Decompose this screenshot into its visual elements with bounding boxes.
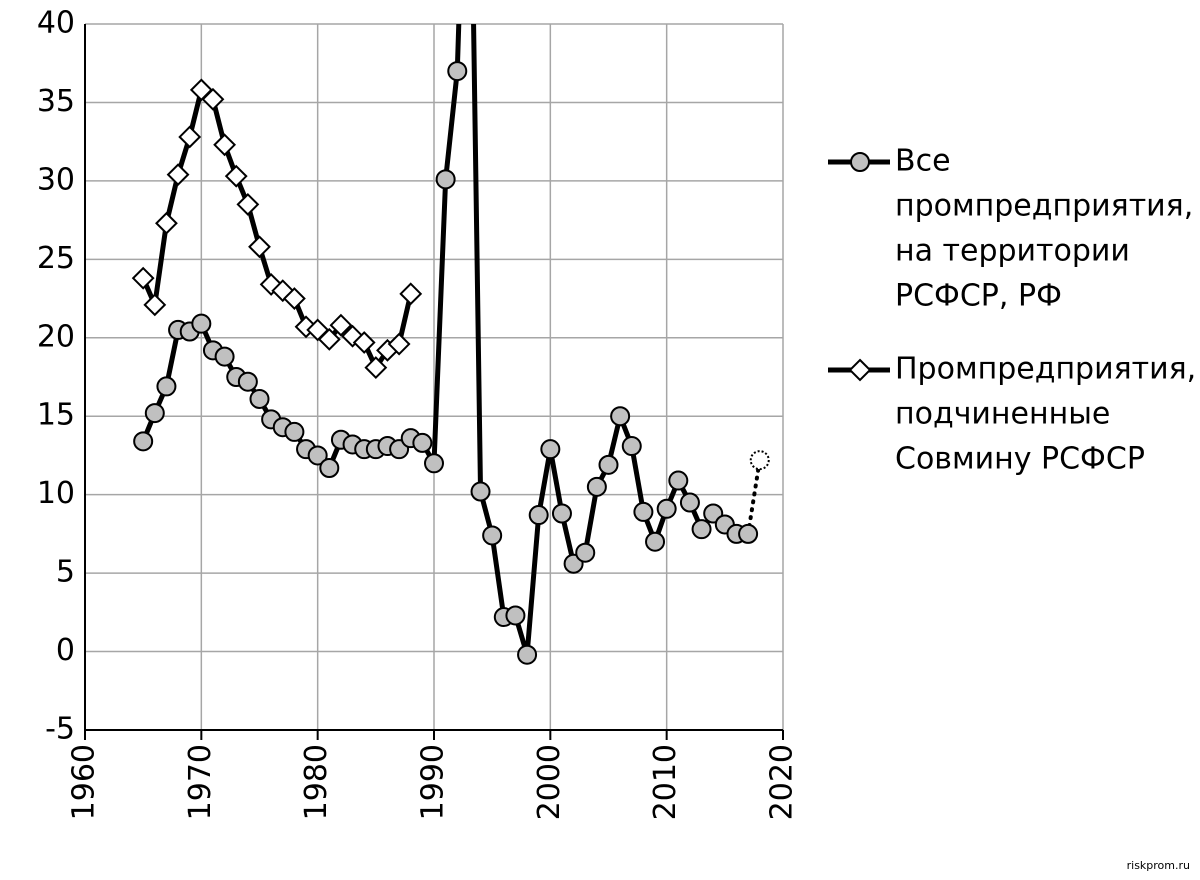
x-tick-label: 2020 <box>765 744 800 820</box>
point <box>610 406 631 427</box>
x-tick-label: 2000 <box>532 744 567 820</box>
point <box>284 421 305 442</box>
plot-area <box>131 24 770 665</box>
legend-label: подчиненные <box>895 397 1110 432</box>
point <box>133 431 154 452</box>
x-tick-label: 1990 <box>416 744 451 820</box>
point <box>306 318 330 342</box>
point <box>470 481 491 502</box>
legend-label: на территории <box>895 234 1130 269</box>
y-tick-label: 15 <box>37 398 75 433</box>
legend-marker <box>850 152 870 172</box>
y-tick-label: 5 <box>56 555 75 590</box>
point <box>551 503 572 524</box>
point <box>237 371 258 392</box>
point <box>621 436 642 457</box>
point <box>131 266 155 290</box>
y-tick-label: 10 <box>37 476 75 511</box>
point <box>156 376 177 397</box>
point <box>517 644 538 665</box>
point <box>645 531 666 552</box>
x-tick-label: 1980 <box>299 744 334 820</box>
point <box>341 324 364 348</box>
point <box>166 163 190 187</box>
y-tick-label: 25 <box>37 241 75 276</box>
point <box>738 523 759 544</box>
point <box>447 61 468 82</box>
y-tick-label: 35 <box>37 84 75 119</box>
legend-label: промпредприятия, <box>895 189 1193 224</box>
point <box>540 439 561 460</box>
point <box>155 211 178 235</box>
point <box>319 457 340 478</box>
point <box>528 505 549 526</box>
point <box>412 432 433 453</box>
y-tick-label: -5 <box>45 712 75 747</box>
point <box>178 125 202 149</box>
point <box>633 501 654 522</box>
projection-line <box>746 458 762 536</box>
point <box>201 87 225 111</box>
point <box>399 282 423 306</box>
point <box>259 273 283 296</box>
point <box>294 315 318 339</box>
point <box>482 525 503 546</box>
point <box>307 445 328 466</box>
point <box>224 164 248 188</box>
y-tick-label: 30 <box>37 162 75 197</box>
point <box>213 133 237 157</box>
point <box>749 450 770 471</box>
point <box>668 470 689 491</box>
point <box>598 454 619 475</box>
point <box>248 235 271 259</box>
point <box>329 313 353 337</box>
point <box>352 331 376 354</box>
point <box>249 388 270 409</box>
legend-label: Все <box>895 144 951 179</box>
point <box>656 498 677 519</box>
legend-label: Промпредприятия, <box>895 352 1196 387</box>
point <box>435 169 456 190</box>
point <box>424 453 444 474</box>
y-tick-label: 20 <box>37 319 75 354</box>
legend-marker <box>848 358 872 382</box>
point <box>586 476 607 497</box>
series-line <box>140 24 749 658</box>
point <box>144 403 165 424</box>
point <box>191 313 212 334</box>
x-tick-label: 1970 <box>183 744 218 820</box>
y-tick-label: 40 <box>37 6 75 41</box>
watermark: riskprom.ru <box>1127 859 1190 872</box>
x-tick-label: 1960 <box>67 744 102 820</box>
point <box>271 279 295 303</box>
point <box>679 492 700 513</box>
point <box>214 346 235 367</box>
x-tick-label: 2010 <box>648 744 683 820</box>
point <box>691 519 712 540</box>
y-tick-label: 0 <box>56 633 75 668</box>
legend-label: Совмину РСФСР <box>895 442 1145 477</box>
point <box>364 356 388 380</box>
point <box>282 287 306 310</box>
point <box>317 327 341 351</box>
point <box>143 293 167 317</box>
legend-label: РСФСР, РФ <box>895 279 1062 314</box>
point <box>575 542 596 563</box>
point <box>236 193 260 216</box>
point <box>387 332 411 356</box>
point <box>505 605 526 626</box>
